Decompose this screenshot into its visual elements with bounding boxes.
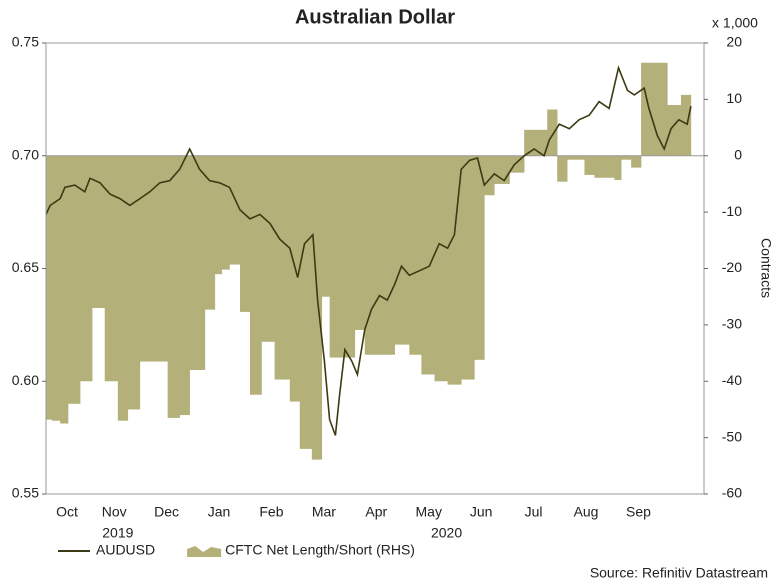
area-step bbox=[557, 155, 568, 182]
x-tick-label: Nov bbox=[102, 504, 127, 520]
area-step bbox=[667, 105, 682, 156]
x-tick-label: Feb bbox=[259, 504, 283, 520]
area-step bbox=[60, 155, 69, 424]
area-step bbox=[434, 155, 448, 382]
area-step bbox=[80, 155, 93, 382]
area-step bbox=[641, 62, 668, 156]
area-step bbox=[274, 155, 291, 380]
area-step bbox=[409, 155, 422, 355]
y2-tick-label: -20 bbox=[722, 259, 742, 275]
legend-label: CFTC Net Length/Short (RHS) bbox=[225, 542, 415, 558]
area-step bbox=[394, 155, 410, 345]
y-tick-label: 0.70 bbox=[12, 146, 39, 162]
area-step bbox=[421, 155, 435, 375]
area-step bbox=[289, 155, 301, 402]
y-tick-label: 0.65 bbox=[12, 259, 39, 275]
line bbox=[45, 65, 692, 436]
area-step bbox=[179, 155, 190, 416]
area-step bbox=[139, 155, 168, 362]
area-step bbox=[214, 155, 222, 275]
y-tick-label: 0.75 bbox=[12, 34, 39, 50]
area-step bbox=[474, 155, 485, 360]
x-tick-label: Oct bbox=[56, 504, 78, 520]
area-step bbox=[614, 155, 622, 180]
area-step bbox=[68, 155, 81, 404]
area-step bbox=[92, 155, 106, 308]
area-step bbox=[249, 155, 262, 395]
x-tick-label: Aug bbox=[574, 504, 599, 520]
x-tick-label: Apr bbox=[365, 504, 387, 520]
x-tick-label: May bbox=[416, 504, 442, 520]
x-tick-label: Sep bbox=[626, 504, 651, 520]
y2-tick-label: 20 bbox=[726, 34, 742, 50]
area-step bbox=[631, 155, 642, 168]
area-step bbox=[127, 155, 141, 410]
area-step bbox=[539, 129, 548, 156]
legend-label: AUDUSD bbox=[96, 542, 155, 558]
area-step bbox=[567, 155, 585, 160]
area-step bbox=[51, 155, 61, 421]
y-tick-label: 0.60 bbox=[12, 372, 39, 388]
area-step bbox=[680, 94, 692, 156]
y2-tick-label: -50 bbox=[722, 428, 742, 444]
x-tick-label: Mar bbox=[312, 504, 336, 520]
area-step bbox=[329, 155, 356, 358]
area-step bbox=[594, 155, 615, 178]
y2-tick-label: -10 bbox=[722, 203, 742, 219]
area-step bbox=[547, 109, 558, 156]
y2-tick-label: -40 bbox=[722, 372, 742, 388]
y2-unit: x 1,000 bbox=[712, 15, 758, 31]
chart-title: Australian Dollar bbox=[295, 6, 455, 28]
area-step bbox=[447, 155, 462, 385]
area-step bbox=[364, 155, 395, 355]
area-step bbox=[311, 155, 323, 460]
area-step bbox=[167, 155, 180, 418]
x-tick-label: Dec bbox=[154, 504, 179, 520]
y2-tick-label: -30 bbox=[722, 316, 742, 332]
area-step bbox=[484, 155, 495, 196]
area-step bbox=[189, 155, 206, 370]
area-step bbox=[584, 155, 595, 175]
area-step bbox=[104, 155, 119, 382]
legend: AUDUSD CFTC Net Length/Short (RHS) bbox=[58, 542, 415, 558]
y-tick-label: 0.55 bbox=[12, 485, 39, 501]
area-step bbox=[229, 155, 241, 265]
x-tick-label: Jan bbox=[208, 504, 231, 520]
y2-tick-label: -60 bbox=[722, 485, 742, 501]
x-year-label: 2020 bbox=[431, 525, 462, 541]
area-step bbox=[354, 155, 366, 330]
y2-tick-label: 0 bbox=[734, 146, 742, 162]
area-step bbox=[239, 155, 251, 312]
area-step bbox=[117, 155, 129, 421]
area-step bbox=[321, 155, 330, 297]
area-step bbox=[299, 155, 313, 449]
x-year-label: 2019 bbox=[102, 525, 133, 541]
y2-axis-label: Contracts bbox=[758, 238, 774, 298]
area-step bbox=[621, 155, 632, 160]
area-step bbox=[461, 155, 475, 380]
area-step bbox=[204, 155, 216, 310]
area-step bbox=[46, 155, 53, 420]
source: Source: Refinitiv Datastream bbox=[590, 565, 768, 581]
area-step bbox=[261, 155, 275, 342]
x-tick-label: Jul bbox=[525, 504, 543, 520]
y2-tick-label: 10 bbox=[726, 90, 742, 106]
area-step bbox=[221, 155, 230, 270]
legend-swatch bbox=[187, 546, 222, 557]
x-tick-label: Jun bbox=[470, 504, 493, 520]
